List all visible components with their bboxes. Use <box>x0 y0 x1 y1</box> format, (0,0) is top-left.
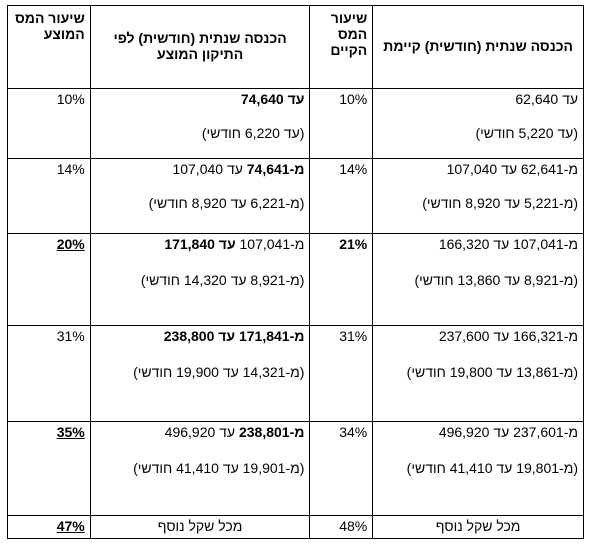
range-part: מ-237,601 עד 496,920 <box>438 424 578 440</box>
range-cell: מכל שקל נוסף <box>89 515 311 539</box>
rate-cell: 21% <box>309 233 374 326</box>
header-cell: שיעור המס הקיים <box>309 5 374 89</box>
range: מכל שקל נוסף <box>378 518 578 534</box>
header-cell: הכנסה שנתית (חודשית) קיימת <box>372 5 584 89</box>
rate-cell: 10% <box>7 88 91 159</box>
rate-cell: 10% <box>309 88 374 159</box>
range: מ-238,801 עד 496,920 <box>96 424 305 440</box>
monthly: (מ-19,901 עד 41,410 חודשי) <box>133 460 305 476</box>
rate: 31% <box>56 328 85 344</box>
range-cell: מ-62,641 עד 107,040 (מ-5,221 עד 8,920 חוד… <box>372 158 584 234</box>
monthly: (מ-14,321 עד 19,900 חודשי) <box>133 364 305 380</box>
rate: 48% <box>339 518 368 534</box>
range-cell: מ-237,601 עד 496,920 (מ-19,801 עד 41,410 … <box>372 421 584 516</box>
range: מ-166,321 עד 237,600 <box>378 328 578 344</box>
rate-cell: 34% <box>309 421 374 516</box>
range-part: מ-171,841 עד 238,800 <box>163 328 305 344</box>
monthly: (מ-6,221 עד 8,920 חודשי) <box>148 195 305 211</box>
range-cell: מ-171,841 עד 238,800 (מ-14,321 עד 19,900 … <box>89 325 311 422</box>
range-cell: מכל שקל נוסף <box>372 515 584 539</box>
rate-cell: 14% <box>309 158 374 234</box>
range-part: מ-62,641 עד 107,040 <box>446 161 578 177</box>
table-body: עד 62,640 (עד 5,220 חודשי) 10% עד 74,640 (עד… <box>7 88 584 539</box>
rate-cell: 47% <box>7 515 91 539</box>
header-cell: הכנסה שנתית (חודשית) לפי התיקון המוצע <box>89 5 311 89</box>
range-cell: עד 74,640 (עד 6,220 חודשי) <box>89 88 311 159</box>
tax-table: הכנסה שנתית (חודשית) קיימת שיעור המס הקי… <box>7 5 584 539</box>
rate: 34% <box>339 424 368 440</box>
range: מ-107,041 עד 171,840 <box>96 236 305 252</box>
rate-cell: 14% <box>7 158 91 234</box>
range: מ-74,641 עד 107,040 <box>96 161 305 177</box>
rate: 31% <box>339 328 368 344</box>
range: עד 62,640 <box>378 91 578 107</box>
rate: 35% <box>56 424 85 440</box>
rate: 47% <box>56 518 85 534</box>
table-row: מ-237,601 עד 496,920 (מ-19,801 עד 41,410 … <box>7 421 584 516</box>
range-part: מכל שקל נוסף <box>435 518 521 534</box>
range-part: עד 62,640 <box>515 91 578 107</box>
rate-cell: 31% <box>309 325 374 422</box>
table-row: מ-62,641 עד 107,040 (מ-5,221 עד 8,920 חוד… <box>7 158 584 234</box>
table-row: מכל שקל נוסף 48% מכל שקל נוסף 47% <box>7 515 584 539</box>
table-row: מ-166,321 עד 237,600 (מ-13,861 עד 19,800 … <box>7 325 584 422</box>
monthly: (מ-8,921 עד 13,860 חודשי) <box>414 272 578 288</box>
monthly: (מ-13,861 עד 19,800 חודשי) <box>406 364 578 380</box>
range-part: מ-238,801 <box>238 424 305 440</box>
range-cell: מ-238,801 עד 496,920 (מ-19,901 עד 41,410 … <box>89 421 311 516</box>
range-part: עד 171,840 <box>164 236 236 252</box>
rate: 14% <box>56 161 85 177</box>
rate: 21% <box>339 236 368 252</box>
range-cell: מ-107,041 עד 171,840 (מ-8,921 עד 14,320 ח… <box>89 233 311 326</box>
monthly: (עד 5,220 חודשי) <box>475 125 578 141</box>
range-part: עד 496,920 <box>164 424 236 440</box>
range: מ-62,641 עד 107,040 <box>378 161 578 177</box>
rate-cell: 48% <box>309 515 374 539</box>
range-part: מ-74,641 <box>246 161 305 177</box>
range-part: עד 74,640 <box>240 91 305 107</box>
rate: 14% <box>339 161 368 177</box>
monthly: (עד 6,220 חודשי) <box>201 125 305 141</box>
range: עד 74,640 <box>96 91 305 107</box>
range-part: מכל שקל נוסף <box>157 518 243 534</box>
range: מכל שקל נוסף <box>96 518 305 534</box>
monthly: (מ-5,221 עד 8,920 חודשי) <box>422 195 578 211</box>
range-cell: עד 62,640 (עד 5,220 חודשי) <box>372 88 584 159</box>
range: מ-171,841 עד 238,800 <box>96 328 305 344</box>
range-cell: מ-107,041 עד 166,320 (מ-8,921 עד 13,860 ח… <box>372 233 584 326</box>
rate: 10% <box>56 91 85 107</box>
range: מ-237,601 עד 496,920 <box>378 424 578 440</box>
rate: 10% <box>339 91 368 107</box>
header-row: הכנסה שנתית (חודשית) קיימת שיעור המס הקי… <box>7 5 584 89</box>
monthly: (מ-19,801 עד 41,410 חודשי) <box>406 460 578 476</box>
range-cell: מ-74,641 עד 107,040 (מ-6,221 עד 8,920 חוד… <box>89 158 311 234</box>
rate-cell: 35% <box>7 421 91 516</box>
table-row: עד 62,640 (עד 5,220 חודשי) 10% עד 74,640 (עד… <box>7 88 584 159</box>
rate: 20% <box>56 236 85 252</box>
table-row: מ-107,041 עד 166,320 (מ-8,921 עד 13,860 ח… <box>7 233 584 326</box>
header-cell: שיעור המס המוצע <box>7 5 91 89</box>
range-part: מ-166,321 עד 237,600 <box>438 328 578 344</box>
rate-cell: 20% <box>7 233 91 326</box>
rate-cell: 31% <box>7 325 91 422</box>
range-part: מ-107,041 <box>239 236 305 252</box>
monthly: (מ-8,921 עד 14,320 חודשי) <box>140 272 305 288</box>
range: מ-107,041 עד 166,320 <box>378 236 578 252</box>
range-part: מ-107,041 עד 166,320 <box>438 236 578 252</box>
range-cell: מ-166,321 עד 237,600 (מ-13,861 עד 19,800 … <box>372 325 584 422</box>
range-part: עד 107,040 <box>172 161 243 177</box>
